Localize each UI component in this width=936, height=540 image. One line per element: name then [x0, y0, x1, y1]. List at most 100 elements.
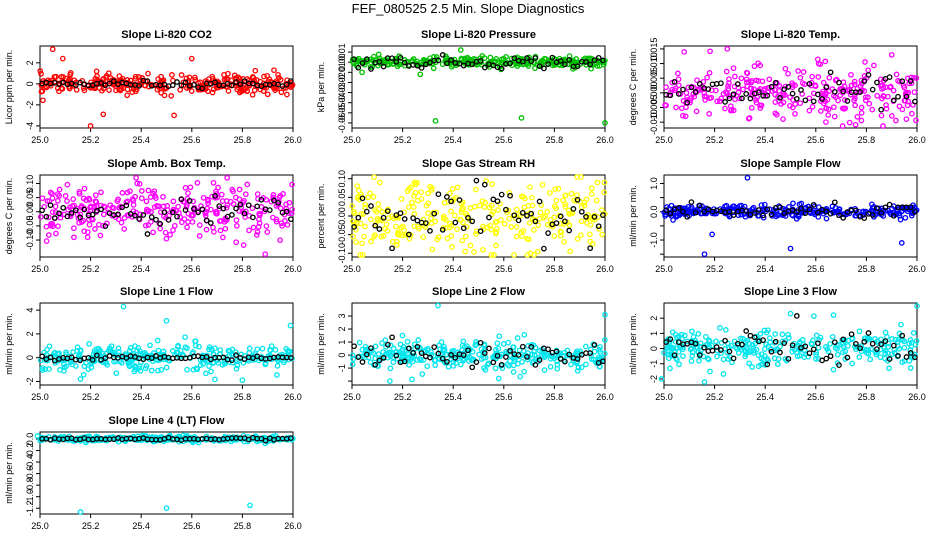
reference-point	[372, 361, 379, 368]
data-point	[189, 219, 196, 225]
outlier-point	[457, 47, 464, 53]
reference-point	[271, 197, 277, 204]
reference-point	[836, 79, 842, 86]
outlier-point	[387, 378, 393, 384]
reference-point	[89, 211, 96, 218]
data-point	[444, 235, 451, 242]
data-point	[745, 349, 752, 356]
y-axis-label: ml/min per min.	[4, 442, 14, 504]
data-point	[96, 348, 103, 355]
data-point	[202, 85, 209, 92]
data-point	[125, 360, 132, 367]
panel-title: Slope Li-820 Temp.	[741, 29, 840, 41]
data-point	[425, 190, 432, 197]
data-point	[746, 208, 753, 214]
data-point	[428, 349, 434, 355]
data-point	[379, 340, 385, 346]
data-point	[67, 359, 74, 366]
reference-point	[351, 224, 357, 230]
data-point	[72, 363, 79, 369]
data-point	[521, 204, 528, 211]
data-point	[749, 364, 755, 370]
outlier-point	[830, 312, 837, 318]
reference-point	[545, 61, 551, 67]
reference-point	[233, 205, 239, 212]
reference-point	[258, 435, 265, 442]
data-point	[359, 346, 366, 353]
data-point	[900, 83, 907, 89]
data-point	[521, 331, 528, 338]
data-point	[167, 231, 173, 238]
data-point	[368, 238, 374, 245]
data-point	[500, 341, 507, 347]
data-point	[704, 355, 711, 362]
panel-title: Slope Amb. Box Temp.	[107, 158, 226, 170]
reference-point	[878, 341, 885, 348]
outlier-point	[287, 322, 294, 329]
data-point	[138, 188, 145, 194]
data-point	[493, 242, 499, 249]
x-tick-label: 25.0	[31, 392, 49, 402]
data-point	[693, 207, 700, 213]
data-point	[693, 108, 700, 115]
data-point	[151, 204, 158, 210]
data-point	[160, 203, 167, 210]
panel-title: Slope Li-820 Pressure	[421, 29, 536, 41]
reference-point	[439, 226, 446, 233]
x-tick-label: 25.2	[394, 135, 412, 145]
outlier-point	[262, 251, 269, 258]
reference-point	[764, 361, 771, 368]
reference-point	[806, 80, 813, 87]
y-tick-label: -2	[25, 101, 35, 109]
data-point	[371, 174, 377, 181]
reference-point	[684, 213, 691, 220]
data-point	[528, 194, 535, 201]
data-point	[448, 223, 455, 229]
data-point	[468, 357, 475, 363]
y-tick-label: 2	[25, 331, 35, 336]
data-point	[510, 369, 517, 375]
data-point	[481, 365, 487, 371]
data-point	[37, 214, 44, 220]
data-point	[170, 198, 177, 205]
data-point	[459, 206, 465, 213]
data-point	[533, 356, 539, 363]
data-point	[694, 77, 700, 84]
data-point	[861, 335, 868, 342]
reference-point	[844, 98, 851, 104]
data-point	[142, 222, 149, 229]
data-point	[362, 201, 369, 208]
data-point	[249, 91, 256, 98]
data-point	[283, 345, 290, 352]
data-point	[192, 338, 199, 345]
data-point	[584, 214, 590, 221]
data-point	[418, 189, 424, 196]
data-point	[349, 218, 356, 225]
reference-point	[562, 358, 568, 365]
data-point	[222, 225, 229, 232]
y-tick-label: -2	[25, 377, 35, 385]
data-point	[789, 212, 796, 219]
reference-point	[515, 352, 522, 358]
data-point	[889, 336, 895, 342]
data-point	[452, 212, 458, 219]
reference-point	[793, 313, 800, 319]
panel-7: Slope Line 1 Flow 25.0 25.2 25.4 25.6 25.8 26.…	[4, 286, 302, 402]
data-point	[675, 70, 681, 77]
data-point	[162, 229, 169, 236]
data-point	[350, 356, 357, 362]
data-point	[499, 365, 506, 372]
data-point	[792, 110, 798, 117]
y-tick-label: -0.4	[25, 454, 35, 470]
reference-point	[363, 56, 370, 62]
data-point	[424, 363, 431, 370]
reference-point	[541, 65, 547, 72]
y-tick-label: 4	[25, 308, 35, 313]
outlier-point	[701, 251, 708, 258]
data-point	[571, 197, 577, 204]
reference-point	[667, 210, 674, 217]
reference-point	[469, 364, 476, 371]
data-point	[359, 252, 366, 258]
data-point	[241, 197, 247, 204]
data-point	[749, 341, 756, 348]
